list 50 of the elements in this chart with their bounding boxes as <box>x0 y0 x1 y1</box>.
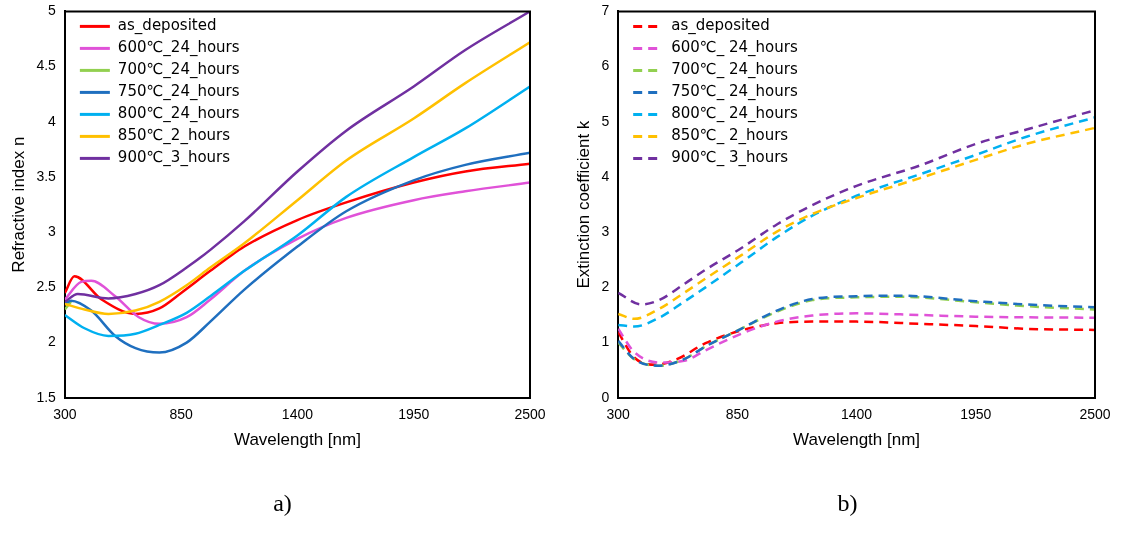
y-tick-label: 4.5 <box>36 57 57 74</box>
legend-label: 600℃_ 24_hours <box>671 38 798 58</box>
line-series <box>64 85 530 338</box>
legend-label: 850℃_ 2_hours <box>671 126 789 146</box>
y-tick-label: 4 <box>601 167 610 184</box>
y-tick-label: 1.5 <box>36 388 57 405</box>
legend-label: 600℃_24_hours <box>117 38 240 58</box>
legend-label: 850℃_2_hours <box>117 126 231 146</box>
y-axis-title: Refractive index n <box>8 136 28 273</box>
y-tick-label: 3.5 <box>36 167 57 184</box>
legend-label: 800℃_ 24_hours <box>671 104 798 124</box>
legend-label: as_deposited <box>671 16 770 36</box>
legend-label: 750℃_24_hours <box>117 82 240 102</box>
legend-label: 750℃_ 24_hours <box>671 82 798 102</box>
x-tick-label: 850 <box>169 406 194 423</box>
line-series <box>618 320 1095 366</box>
y-tick-label: 2.5 <box>36 278 57 295</box>
y-tick-label: 2 <box>601 278 610 295</box>
legend-label: 900℃_ 3_hours <box>671 148 789 168</box>
y-tick-label: 4 <box>48 112 57 129</box>
line-series <box>64 151 530 354</box>
text: a) <box>272 490 293 517</box>
legend-label: 800℃_24_hours <box>117 104 240 124</box>
x-tick-label: 300 <box>606 406 631 423</box>
x-tick-label: 2500 <box>1079 406 1111 423</box>
y-tick-label: 5 <box>601 112 610 129</box>
x-tick-label: 1400 <box>841 406 873 423</box>
line-series <box>618 312 1095 364</box>
legend-label: 700℃_ 24_hours <box>671 60 798 80</box>
y-tick-label: 3 <box>601 223 610 240</box>
x-axis-title: Wavelength [nm] <box>233 430 361 450</box>
x-tick-label: 1950 <box>960 406 992 423</box>
x-tick-label: 1950 <box>398 406 430 423</box>
y-tick-label: 3 <box>48 223 57 240</box>
y-tick-label: 2 <box>48 333 57 350</box>
x-axis-title: Wavelength [nm] <box>793 430 921 450</box>
y-tick-label: 5 <box>48 2 57 19</box>
x-tick-label: 850 <box>725 406 750 423</box>
y-tick-label: 1 <box>601 333 610 350</box>
legend-label: 900℃_3_hours <box>117 148 231 168</box>
text: b) <box>836 490 859 517</box>
y-tick-label: 7 <box>601 2 610 19</box>
x-tick-label: 300 <box>53 406 77 423</box>
legend-label: 700℃_24_hours <box>117 60 240 80</box>
x-tick-label: 2500 <box>514 406 546 423</box>
x-tick-label: 1400 <box>281 406 314 423</box>
y-tick-label: 6 <box>601 57 610 74</box>
y-axis-title: Extinction coefficient k <box>573 120 593 289</box>
y-tick-label: 0 <box>601 388 610 405</box>
legend-label: as_deposited <box>117 16 217 36</box>
